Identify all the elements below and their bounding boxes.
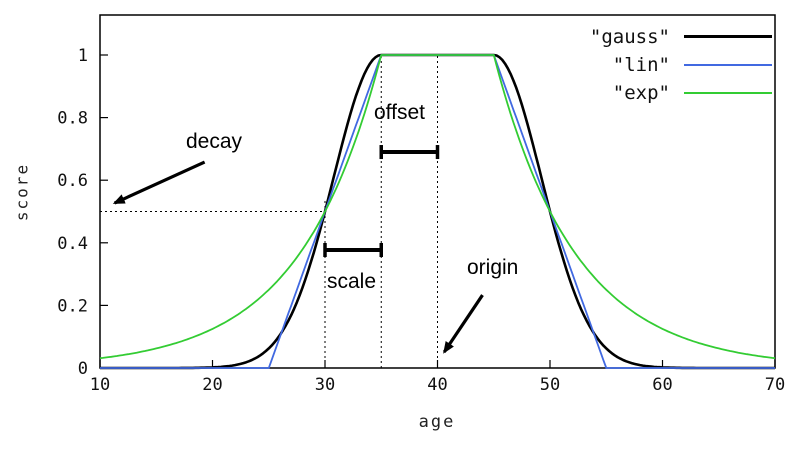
- x-tick-label: 70: [765, 375, 785, 395]
- x-tick-label: 20: [202, 375, 222, 395]
- legend-row: "lin": [590, 52, 772, 77]
- annotation-offset: offset: [374, 101, 425, 124]
- y-tick-label: 0.2: [57, 296, 88, 316]
- x-tick-label: 60: [652, 375, 672, 395]
- legend-line-sample: [684, 91, 772, 94]
- y-tick-label: 0: [78, 359, 88, 379]
- x-axis-title: age: [418, 412, 456, 432]
- legend-line-sample: [684, 63, 772, 66]
- y-tick-label: 0.4: [57, 234, 88, 254]
- legend-label: "lin": [612, 53, 670, 76]
- arrow-origin: [442, 294, 484, 354]
- x-tick-label: 30: [315, 375, 335, 395]
- y-axis-title: score: [12, 162, 32, 222]
- x-tick-label: 50: [540, 375, 560, 395]
- legend-line-sample: [684, 35, 772, 38]
- y-tick-label: 0.8: [57, 109, 88, 129]
- legend-row: "exp": [590, 80, 772, 105]
- series-line-exp: [99, 54, 776, 360]
- y-tick-label: 0.6: [57, 171, 88, 191]
- annotation-origin: origin: [467, 256, 519, 279]
- annotation-decay: decay: [186, 130, 243, 153]
- legend-label: "gauss": [589, 25, 670, 48]
- annotation-scale: scale: [327, 270, 377, 293]
- legend-row: "gauss": [590, 24, 772, 49]
- arrow-decay: [112, 160, 206, 205]
- legend-label: "exp": [612, 81, 670, 104]
- legend: "gauss" "lin" "exp": [590, 24, 772, 105]
- x-tick-label: 10: [90, 375, 110, 395]
- y-tick-label: 1: [78, 46, 88, 66]
- x-tick-label: 40: [427, 375, 447, 395]
